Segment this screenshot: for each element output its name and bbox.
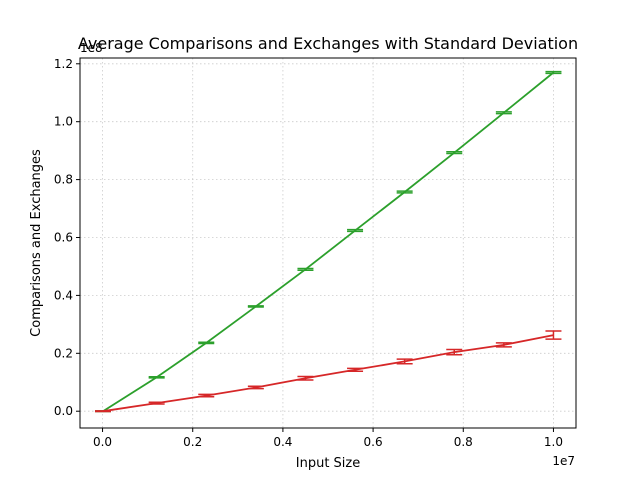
x-tick-label: 0.0 (93, 435, 112, 449)
y-tick-label: 0.4 (54, 288, 73, 302)
chart-title: Average Comparisons and Exchanges with S… (78, 34, 578, 53)
series-line (102, 334, 554, 413)
y-tick-label: 0.2 (54, 346, 73, 360)
axis-ticks: 0.0 0.2 0.4 0.6 0.8 1.0 0.0 0.2 0.4 0.6 0.8 1.0 1.2 (54, 57, 563, 449)
y-tick-label: 1.0 (54, 115, 73, 129)
y-tick-label: 1.2 (54, 57, 73, 71)
plot-frame (79, 57, 577, 429)
y-axis-multiplier: 1e8 (80, 41, 103, 55)
series-1 (94, 330, 562, 413)
x-tick-label: 1.0 (544, 435, 563, 449)
x-tick-label: 0.4 (273, 435, 292, 449)
y-tick-label: 0.0 (54, 404, 73, 418)
y-axis-label: Comparisons and Exchanges (29, 149, 44, 337)
x-axis-multiplier: 1e7 (552, 454, 575, 468)
x-tick-label: 0.2 (183, 435, 202, 449)
x-axis-label: Input Size (296, 456, 360, 471)
series-line (102, 71, 555, 412)
series-layer (94, 70, 562, 413)
grid (80, 58, 576, 428)
x-tick-label: 0.8 (454, 435, 473, 449)
y-tick-label: 0.8 (54, 173, 73, 187)
x-tick-label: 0.6 (364, 435, 383, 449)
y-tick-label: 0.6 (54, 230, 73, 244)
